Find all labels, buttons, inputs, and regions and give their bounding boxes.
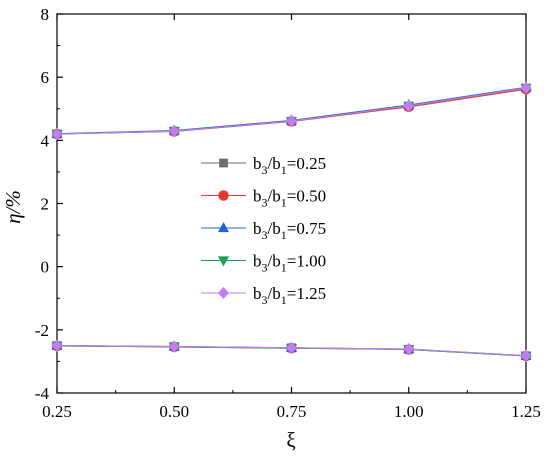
x-axis-title: ξ [286, 428, 295, 452]
x-tick-label: 0.25 [42, 402, 72, 421]
x-tick-label: 1.25 [511, 402, 541, 421]
data-point-diamond [286, 341, 297, 354]
data-point-diamond [168, 340, 180, 353]
data-point-diamond [218, 286, 229, 300]
x-tick-label: 0.75 [277, 402, 307, 421]
y-tick-label: -4 [35, 384, 50, 403]
y-axis-title: η/% [1, 190, 25, 224]
x-tick-label: 0.50 [159, 402, 189, 421]
y-tick-label: 2 [41, 195, 50, 214]
y-tick-label: 6 [41, 68, 50, 87]
legend-label: b3/b1=0.25 [253, 154, 326, 177]
data-point-diamond [286, 115, 297, 128]
y-tick-label: 4 [41, 131, 50, 150]
data-point-diamond [403, 343, 415, 356]
data-point-circle [218, 190, 229, 201]
y-tick-label: -2 [35, 321, 49, 340]
legend-label: b3/b1=1.25 [253, 284, 326, 307]
legend: b3/b1=0.25 b3/b1=0.50 b3/b1=0.75 b3/b1=1.00… [201, 154, 326, 307]
data-point-diamond [168, 125, 180, 138]
data-point-diamond [403, 99, 415, 112]
series-markers [51, 81, 532, 363]
legend-label: b3/b1=1.00 [253, 252, 326, 275]
data-point-square [219, 158, 228, 168]
legend-label: b3/b1=0.50 [253, 187, 326, 210]
legend-label: b3/b1=0.75 [253, 219, 326, 242]
y-tick-label: 8 [41, 5, 50, 24]
data-point-diamond [520, 81, 532, 94]
data-point-triangle-down [218, 256, 229, 267]
y-tick-label: 0 [41, 258, 50, 277]
data-point-triangle-up [218, 221, 229, 233]
data-point-diamond [520, 349, 532, 362]
x-tick-label: 1.00 [394, 402, 424, 421]
axis-ticks: 0.25 0.50 0.75 1.00 1.25 -4 -2 0 2 4 6 8 [35, 5, 541, 421]
data-point-diamond [51, 127, 63, 141]
series-line-1-upper [56, 87, 527, 135]
data-point-diamond [51, 339, 63, 352]
series-line-2-upper [56, 88, 527, 135]
